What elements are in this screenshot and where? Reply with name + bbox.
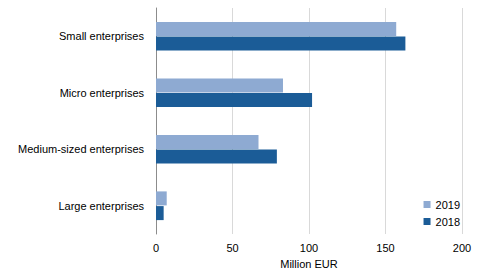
svg-text:2018: 2018 [436, 216, 460, 228]
svg-text:100: 100 [300, 242, 318, 254]
svg-text:Million EUR: Million EUR [280, 258, 338, 270]
svg-text:Large enterprises: Large enterprises [58, 200, 144, 212]
svg-text:0: 0 [153, 242, 159, 254]
svg-text:200: 200 [453, 242, 471, 254]
svg-text:Small enterprises: Small enterprises [59, 30, 144, 42]
svg-text:50: 50 [226, 242, 238, 254]
svg-text:150: 150 [376, 242, 394, 254]
svg-text:Medium-sized enterprises: Medium-sized enterprises [18, 143, 144, 155]
svg-text:2019: 2019 [436, 199, 460, 211]
svg-text:Micro enterprises: Micro enterprises [60, 87, 145, 99]
